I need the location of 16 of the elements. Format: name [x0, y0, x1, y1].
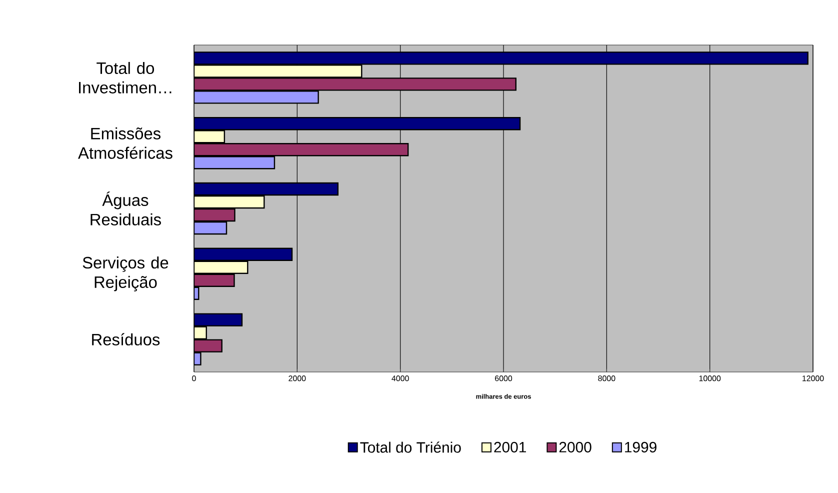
legend-label: 2000: [559, 442, 592, 452]
legend-label: 2001: [494, 442, 526, 452]
y-tick-label: Total do Investimen…: [79, 62, 172, 94]
bar: [194, 117, 521, 130]
legend-label: Total do Triénio: [360, 442, 461, 453]
legend-label: 1999: [625, 442, 656, 452]
bar: [194, 195, 265, 209]
y-tick-label: Águas Residuais: [90, 192, 161, 226]
y-tick-label: Resíduos: [92, 333, 160, 346]
y-tick-label: Serviços de Rejeição: [82, 256, 168, 292]
bar: [194, 143, 409, 156]
bar: [194, 182, 339, 196]
bar: [194, 248, 293, 261]
y-tick-label: Emissões Atmosféricas: [78, 127, 172, 159]
bar: [194, 156, 276, 170]
bar: [194, 260, 248, 274]
